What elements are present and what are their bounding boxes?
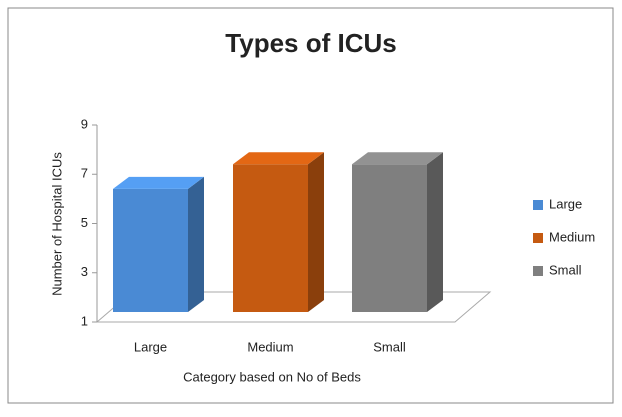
- legend-label: Medium: [549, 229, 595, 244]
- bar-side: [308, 152, 324, 312]
- y-tick-label: 7: [81, 166, 88, 181]
- x-axis-label: Category based on No of Beds: [183, 369, 361, 384]
- bar-top: [113, 176, 204, 189]
- bar: [113, 176, 204, 312]
- bar-front: [113, 188, 188, 312]
- bar-front: [352, 164, 427, 312]
- bar-top: [233, 152, 324, 165]
- x-tick-label: Small: [373, 339, 406, 354]
- bar-top: [352, 152, 443, 165]
- bar-front: [233, 164, 308, 312]
- legend-swatch: [533, 233, 543, 243]
- x-tick-label: Large: [134, 339, 167, 354]
- bar-side: [427, 152, 443, 312]
- y-tick-label: 9: [81, 116, 88, 131]
- legend-label: Small: [549, 262, 582, 277]
- y-tick-label: 5: [81, 215, 88, 230]
- bar: [233, 152, 324, 312]
- chart-title: Types of ICUs: [225, 28, 396, 58]
- legend-label: Large: [549, 196, 582, 211]
- bar-side: [188, 176, 204, 312]
- legend-swatch: [533, 266, 543, 276]
- x-tick-label: Medium: [247, 339, 293, 354]
- y-tick-label: 1: [81, 313, 88, 328]
- y-tick-label: 3: [81, 264, 88, 279]
- bar: [352, 152, 443, 312]
- y-axis-label: Number of Hospital ICUs: [49, 152, 64, 296]
- legend-swatch: [533, 200, 543, 210]
